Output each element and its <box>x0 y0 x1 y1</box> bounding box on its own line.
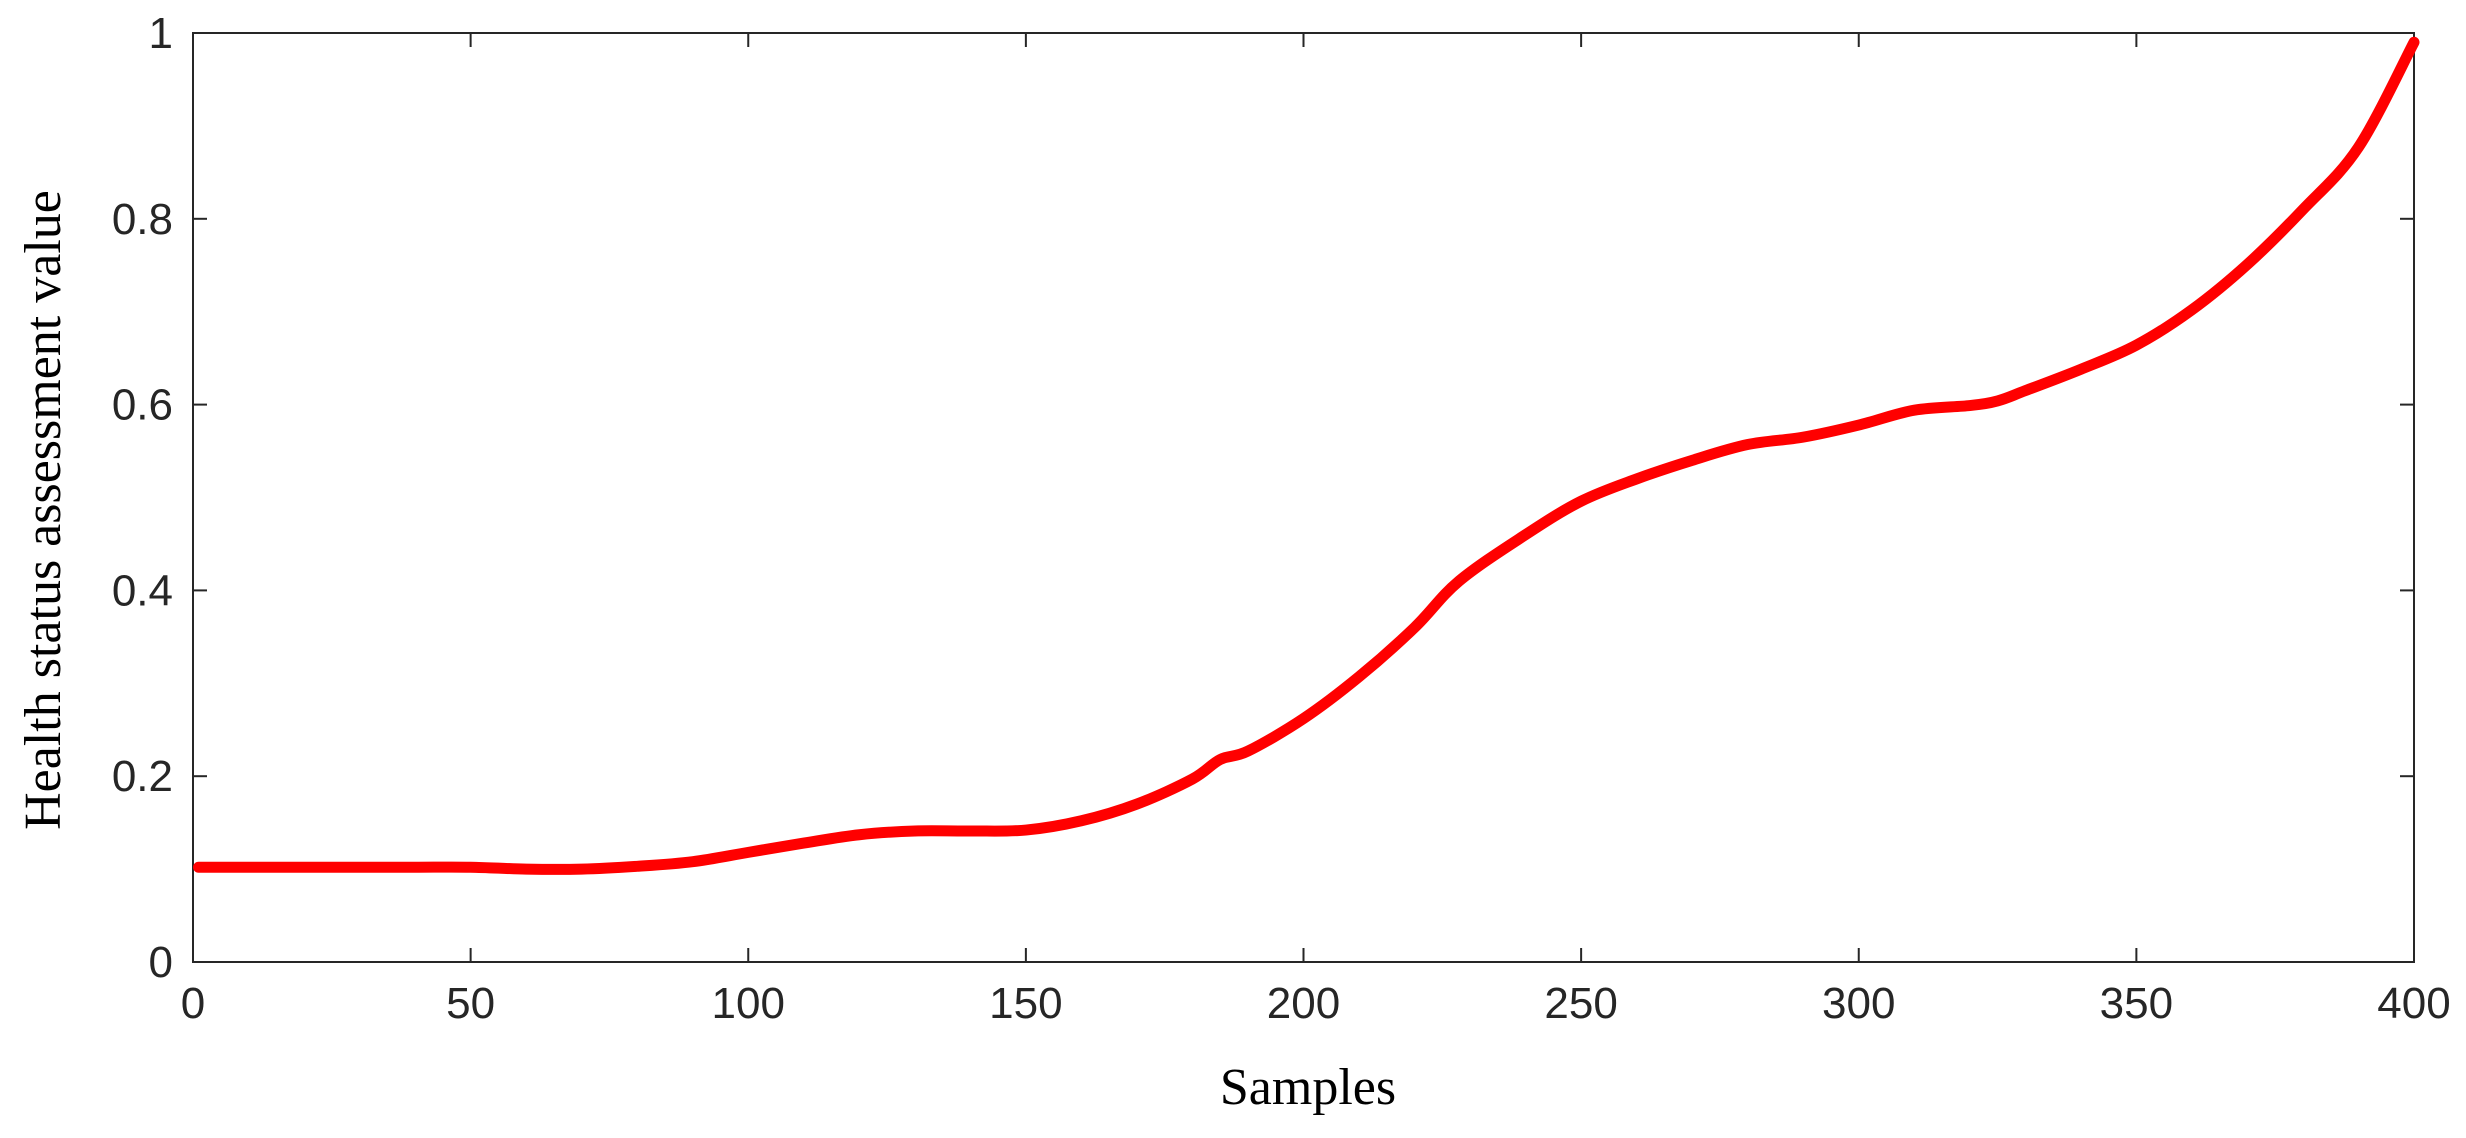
x-axis-title: Samples <box>1220 1059 1396 1116</box>
x-tick-label: 300 <box>1822 979 1895 1028</box>
x-tick-label: 150 <box>989 979 1062 1028</box>
x-tick-label: 100 <box>712 979 785 1028</box>
tick-labels: 0 50 100 150 200 250 300 350 400 0 0.2 0.4 0.6 0.8 1 <box>112 9 2451 1028</box>
series-line <box>193 36 2420 875</box>
x-tick-label: 350 <box>2100 979 2173 1028</box>
y-tick-label: 0.8 <box>112 195 173 244</box>
x-tick-label: 250 <box>1544 979 1617 1028</box>
series-layer <box>193 36 2420 875</box>
x-tick-label: 0 <box>181 979 205 1028</box>
y-tick-label: 0 <box>149 938 173 987</box>
y-axis-title: Health status assessment value <box>15 190 72 830</box>
x-tick-label: 50 <box>446 979 495 1028</box>
x-tick-label: 400 <box>2377 979 2450 1028</box>
y-tick-label: 0.4 <box>112 566 173 615</box>
axes <box>192 32 2415 963</box>
y-tick-label: 0.2 <box>112 752 173 801</box>
y-tick-label: 1 <box>149 9 173 58</box>
y-tick-label: 0.6 <box>112 381 173 430</box>
x-tick-label: 200 <box>1267 979 1340 1028</box>
